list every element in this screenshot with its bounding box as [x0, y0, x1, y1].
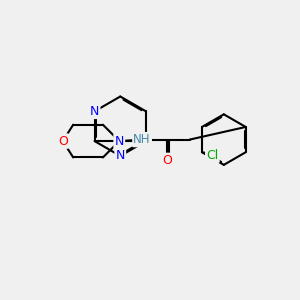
Text: O: O — [162, 154, 172, 167]
Text: N: N — [115, 135, 124, 148]
Text: NH: NH — [133, 133, 151, 146]
Text: Cl: Cl — [206, 149, 218, 162]
Text: N: N — [116, 149, 125, 162]
Text: O: O — [58, 135, 68, 148]
Text: N: N — [90, 105, 99, 118]
